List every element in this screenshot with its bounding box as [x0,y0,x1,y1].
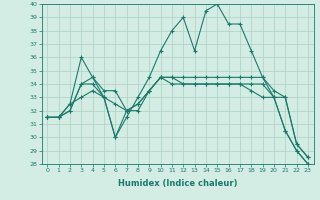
X-axis label: Humidex (Indice chaleur): Humidex (Indice chaleur) [118,179,237,188]
